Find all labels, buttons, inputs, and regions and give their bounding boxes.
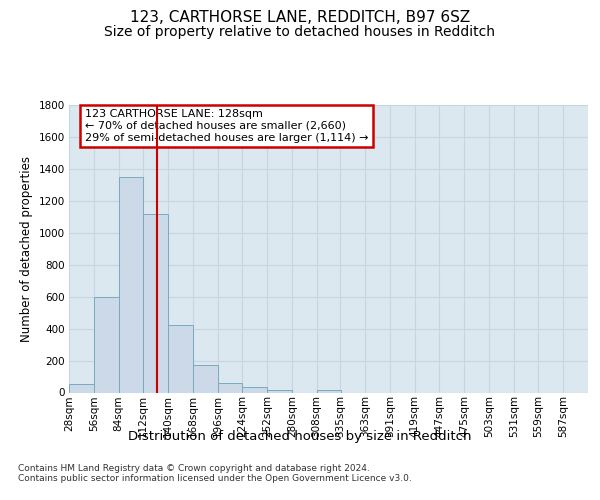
Text: 123 CARTHORSE LANE: 128sqm
← 70% of detached houses are smaller (2,660)
29% of s: 123 CARTHORSE LANE: 128sqm ← 70% of deta… <box>85 110 368 142</box>
Bar <box>168 324 193 392</box>
Text: 123, CARTHORSE LANE, REDDITCH, B97 6SZ: 123, CARTHORSE LANE, REDDITCH, B97 6SZ <box>130 10 470 25</box>
Bar <box>94 296 119 392</box>
Bar <box>267 390 292 392</box>
Text: Distribution of detached houses by size in Redditch: Distribution of detached houses by size … <box>128 430 472 443</box>
Bar <box>193 366 218 392</box>
Bar <box>119 177 143 392</box>
Bar <box>218 383 242 392</box>
Text: Contains HM Land Registry data © Crown copyright and database right 2024.
Contai: Contains HM Land Registry data © Crown c… <box>18 464 412 483</box>
Bar <box>143 214 168 392</box>
Bar <box>317 390 341 392</box>
Bar <box>242 387 267 392</box>
Text: Size of property relative to detached houses in Redditch: Size of property relative to detached ho… <box>104 25 496 39</box>
Y-axis label: Number of detached properties: Number of detached properties <box>20 156 33 342</box>
Bar <box>69 384 94 392</box>
